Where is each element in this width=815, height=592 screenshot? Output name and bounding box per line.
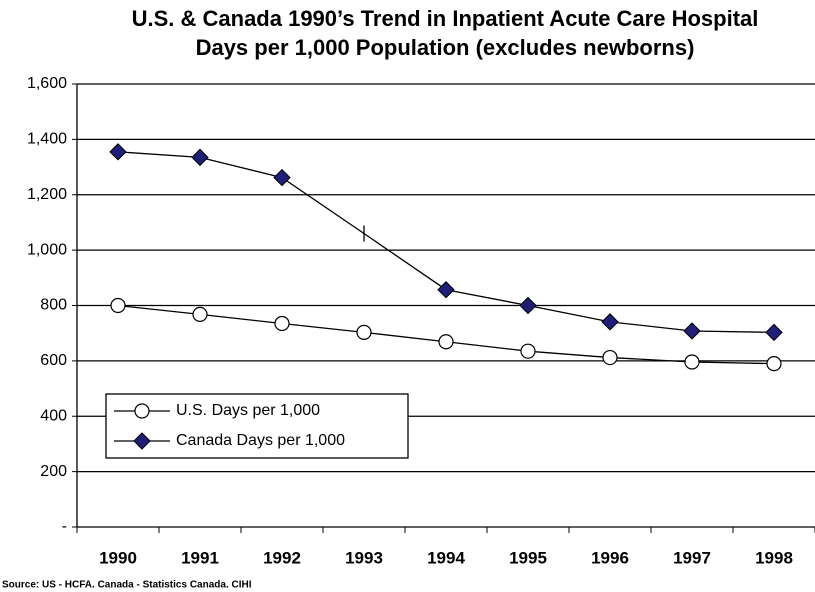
x-tick-label: 1998: [755, 548, 793, 567]
point: [437, 281, 455, 299]
point: [191, 148, 209, 167]
point: [438, 334, 454, 350]
legend-box: [105, 393, 409, 459]
y-tick-label: 1,000: [27, 241, 67, 258]
point: [520, 343, 536, 359]
chart-title: U.S. & Canada 1990’s Trend in Inpatient …: [132, 6, 759, 31]
point: [601, 313, 619, 331]
chart-title: Days per 1,000 Population (excludes newb…: [196, 35, 695, 60]
point: [192, 306, 208, 322]
y-tick-label: -: [62, 518, 67, 535]
point: [109, 143, 127, 161]
legend-label: Canada Days per 1,000: [176, 432, 345, 449]
point: [684, 354, 700, 370]
point: [765, 323, 783, 342]
x-tick-label: 1995: [509, 548, 547, 567]
point: [766, 356, 782, 372]
point: [519, 296, 537, 315]
x-tick-label: 1992: [263, 548, 301, 567]
y-tick-label: 1,200: [27, 186, 67, 203]
x-tick-label: 1991: [181, 548, 219, 567]
point: [110, 297, 126, 314]
y-tick-label: 400: [40, 407, 67, 424]
y-tick-label: 1,600: [27, 75, 67, 92]
point: [602, 349, 618, 366]
point: [133, 432, 151, 450]
y-tick-label: 1,400: [27, 131, 67, 148]
point: [356, 324, 372, 340]
y-tick-label: 800: [40, 297, 67, 314]
point: [274, 315, 290, 332]
point: [273, 168, 291, 187]
x-tick-label: 1994: [427, 548, 465, 567]
x-tick-label: 1990: [99, 548, 137, 567]
y-tick-label: 600: [40, 352, 67, 369]
y-tick-label: 200: [40, 463, 67, 480]
x-tick-label: 1996: [591, 548, 629, 567]
x-tick-label: 1997: [673, 548, 711, 567]
point: [134, 403, 150, 419]
point: [683, 322, 701, 340]
source-note: Source: US - HCFA. Canada - Statistics C…: [2, 580, 252, 591]
legend-label: U.S. Days per 1,000: [176, 402, 320, 419]
x-tick-label: 1993: [345, 548, 383, 567]
